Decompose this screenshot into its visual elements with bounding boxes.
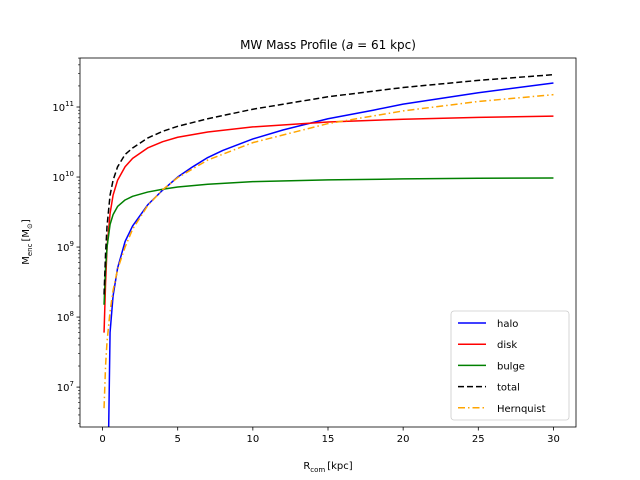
- series-layer: [103, 73, 554, 427]
- y-tick-label: 1010: [52, 170, 74, 184]
- legend-label-halo: halo: [497, 319, 518, 330]
- x-tick-label: 25: [472, 434, 485, 445]
- y-tick-label: 108: [57, 310, 74, 324]
- x-tick-label: 10: [246, 434, 259, 445]
- legend-label-total: total: [497, 383, 520, 394]
- legend-label-hernquist: Hernquist: [497, 404, 546, 415]
- y-tick-label: 109: [57, 240, 74, 254]
- series-hernquist-line: [103, 93, 554, 409]
- legend-box: [450, 310, 570, 421]
- x-tick-label: 5: [175, 434, 181, 445]
- x-tick-label: 20: [397, 434, 410, 445]
- x-axis-label: Rcom [kpc]: [303, 461, 352, 474]
- x-tick-label: 0: [99, 434, 105, 445]
- y-axis-ticks: 107 108 109 1010 1011: [52, 57, 80, 425]
- legend-label-disk: disk: [497, 340, 517, 351]
- x-axis-ticks: 0 5 10 15 20 25 30: [99, 427, 560, 445]
- series-bulge-line: [103, 177, 554, 305]
- series-disk-line: [103, 115, 554, 333]
- y-tick-label: 107: [57, 380, 74, 394]
- y-axis-label: Menc[M⊙]: [21, 219, 34, 265]
- legend-label-bulge: bulge: [497, 361, 525, 372]
- x-tick-label: 30: [547, 434, 560, 445]
- legend: halo disk bulge total Hernquist: [450, 310, 570, 421]
- x-tick-label: 15: [322, 434, 335, 445]
- series-total-line: [103, 73, 554, 295]
- y-tick-label: 1011: [52, 100, 74, 114]
- chart-title: MW Mass Profile (a = 61 kpc): [240, 38, 416, 52]
